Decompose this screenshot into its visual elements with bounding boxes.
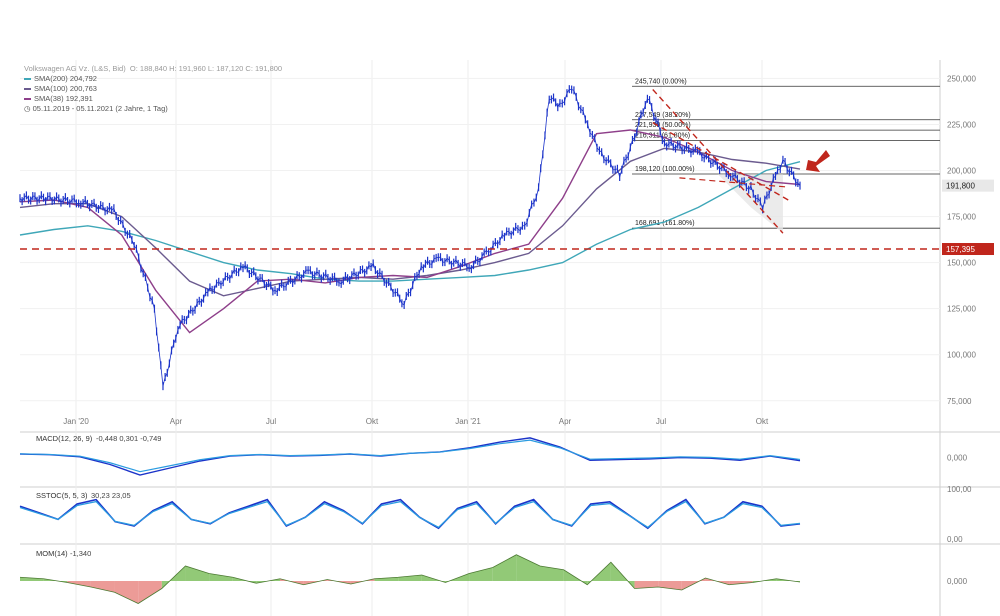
macd-signal-line [19,439,801,473]
mom-line [19,554,801,604]
mom-area [114,581,139,604]
y-tick-label: 175,000 [947,213,976,222]
fibonacci-label: 216,311 (61.80%) [635,132,690,139]
mom-area [185,566,210,581]
chart-legend: Volkswagen AG Vz. (L&S, Bid) O: 188,840 … [24,64,282,114]
mom-tick-label: 0,000 [947,577,968,586]
last-price-label: 191,800 [946,182,975,191]
fibonacci-label: 198,120 (100.00%) [635,166,695,173]
mom-legend: MOM(14) [36,549,68,558]
mom-area [20,577,44,581]
sma-line-sma100 [19,147,801,297]
support-price-label: 157,395 [946,245,975,254]
y-tick-label: 225,000 [947,120,976,129]
channel-area [717,174,783,234]
mom-area [540,566,564,581]
mom-area [90,581,115,593]
x-tick-label: Apr [559,417,572,426]
mom-area [492,554,517,581]
fibonacci-label: 227,549 (38.20%) [635,112,691,119]
sstoc-legend: SSTOC(5, 5, 3) [36,491,88,500]
mom-area [209,573,233,581]
instrument-title: Volkswagen AG Vz. (L&S, Bid) O: 188,840 … [24,64,283,73]
sstoc-tick-label-top: 100,00 [947,485,972,494]
x-tick-label: Apr [170,417,183,426]
macd-legend: MACD(12, 26, 9) [36,434,93,443]
macd-legend-values: -0,448 0,301 -0,749 [96,434,161,443]
y-tick-label: 200,000 [947,167,976,176]
mom-area [634,581,659,589]
last-price-tag [942,179,994,192]
sstoc-legend-values: 30,23 23,05 [91,491,131,500]
x-tick-label: Jan '20 [63,417,89,426]
mom-legend-value: -1,340 [70,549,91,558]
mom-area [398,575,422,581]
legend-sma100: SMA(100) 200,763 [24,84,282,94]
trendline-lower [652,122,789,201]
macd-tick-label: 0,000 [947,454,968,463]
sma-line-sma200 [19,161,801,282]
x-tick-label: Okt [366,417,379,426]
y-tick-label: 75,000 [947,397,972,406]
legend-sma200: SMA(200) 204,792 [24,74,282,84]
mom-area [374,577,399,581]
sma-line-sma38 [19,129,801,334]
fibonacci-label: 221,930 (50.00%) [635,122,691,129]
x-tick-label: Jan '21 [455,417,481,426]
fibonacci-label: 168,691 (161.80%) [635,220,695,227]
x-tick-label: Jul [656,417,666,426]
x-tick-label: Okt [756,417,769,426]
clock-icon: ◷ [24,104,31,113]
mom-area [138,581,162,604]
date-range: ◷ 05.11.2019 - 05.11.2021 (2 Jahre, 1 Ta… [24,104,168,113]
y-tick-label: 100,000 [947,351,976,360]
legend-sma38: SMA(38) 192,391 [24,94,282,104]
mom-area [469,567,493,581]
arrow-icon [806,150,830,172]
price-line [19,88,801,387]
y-tick-label: 250,000 [947,74,976,83]
support-price-tag [942,243,994,256]
x-tick-label: Jul [266,417,276,426]
trendline-inner [679,177,789,188]
sstoc-tick-label-bottom: 0,00 [947,535,963,544]
trendline-upper [652,89,784,234]
sstoc-signal-line [19,500,801,529]
y-tick-label: 150,000 [947,259,976,268]
fibonacci-label: 245,740 (0.00%) [635,78,687,85]
mom-area [516,554,540,581]
y-tick-label: 125,000 [947,305,976,314]
